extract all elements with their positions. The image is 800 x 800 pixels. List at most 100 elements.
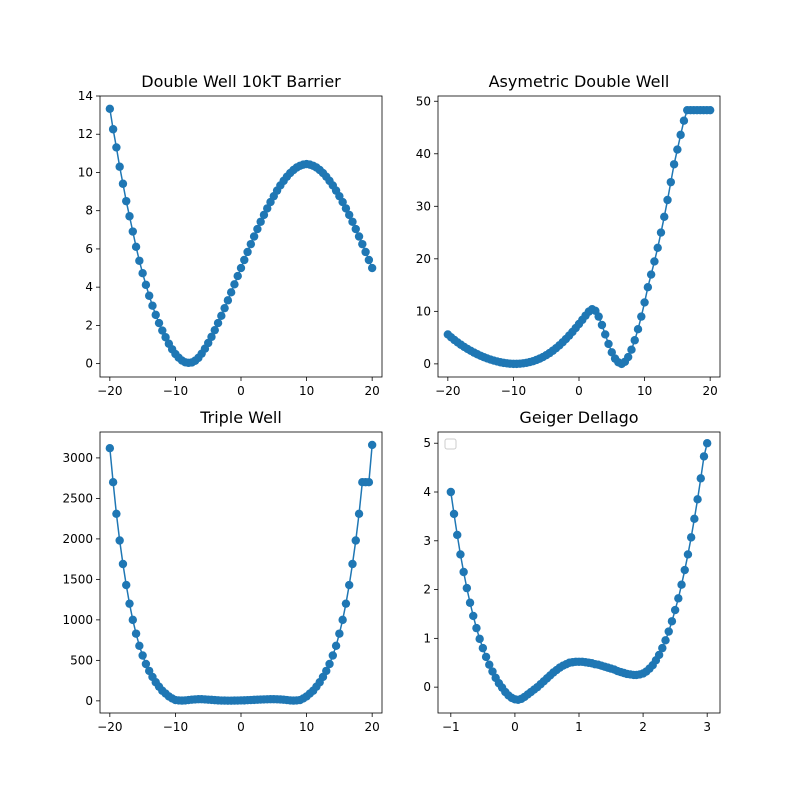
data-point <box>446 487 456 497</box>
data-point <box>223 296 233 305</box>
data-point <box>361 247 370 257</box>
data-point <box>128 227 137 236</box>
data-point <box>481 652 491 662</box>
y-tick-label: 0 <box>85 357 93 371</box>
data-point <box>345 210 354 220</box>
data-point <box>263 204 272 213</box>
y-tick-label: 10 <box>78 165 93 179</box>
series-line <box>109 108 373 364</box>
data-point <box>654 650 664 660</box>
data-point <box>601 330 610 339</box>
data-point <box>144 291 154 300</box>
data-point <box>462 583 472 593</box>
data-point <box>105 444 115 453</box>
data-point <box>674 594 683 603</box>
data-point <box>253 224 262 234</box>
data-point <box>669 160 679 169</box>
axes-frame <box>437 431 721 714</box>
data-point <box>650 257 659 266</box>
data-point <box>677 580 686 589</box>
data-point <box>658 643 667 653</box>
y-tick-label: 10 <box>416 304 431 318</box>
data-point <box>341 599 351 608</box>
y-tick-label: 0 <box>423 680 431 694</box>
x-tick-label: 10 <box>637 384 652 398</box>
data-point <box>351 224 360 234</box>
data-point <box>259 210 269 220</box>
data-point <box>135 641 144 650</box>
y-tick-label: 6 <box>85 242 93 256</box>
y-tick-label: 2 <box>423 583 431 597</box>
axes-frame <box>99 95 383 378</box>
data-point <box>623 352 633 362</box>
data-point <box>141 280 151 290</box>
data-point <box>138 269 147 278</box>
data-point <box>256 217 265 226</box>
data-point <box>354 509 364 518</box>
data-point <box>122 580 131 590</box>
y-tick-label: 3000 <box>62 451 93 465</box>
x-tick-label: 20 <box>703 384 718 398</box>
axes-frame <box>99 431 383 714</box>
subplot-title: Geiger Dellago <box>519 408 638 427</box>
data-point <box>459 567 468 577</box>
data-point <box>633 325 643 334</box>
data-point <box>122 196 131 206</box>
data-point <box>233 271 242 281</box>
axes-frame <box>437 95 721 378</box>
data-point <box>456 550 465 559</box>
data-point <box>472 623 481 633</box>
data-point <box>699 452 709 461</box>
data-point <box>604 339 613 349</box>
data-point <box>354 232 364 241</box>
x-tick-label: 20 <box>365 384 380 398</box>
data-point <box>249 232 259 241</box>
data-point <box>469 611 478 621</box>
data-point <box>213 318 223 328</box>
x-tick-label: 3 <box>703 720 711 734</box>
data-point <box>663 195 672 205</box>
data-point <box>594 312 603 321</box>
data-point <box>696 474 705 483</box>
data-point <box>627 345 636 354</box>
x-tick-label: 10 <box>299 384 314 398</box>
data-point <box>325 659 334 669</box>
data-point <box>478 643 488 653</box>
data-point <box>702 439 712 448</box>
data-point <box>637 312 646 321</box>
data-point <box>207 332 216 342</box>
data-point <box>158 326 167 335</box>
data-point <box>217 311 226 321</box>
data-point <box>348 559 357 569</box>
x-tick-label: 0 <box>237 384 245 398</box>
y-tick-label: 12 <box>78 127 93 141</box>
y-tick-label: 0 <box>85 694 93 708</box>
data-point <box>364 255 374 265</box>
data-point <box>607 348 616 357</box>
y-tick-label: 20 <box>416 252 431 266</box>
data-point <box>364 478 374 487</box>
y-tick-label: 4 <box>423 485 431 499</box>
data-point <box>661 636 670 645</box>
data-point <box>125 212 134 221</box>
x-tick-label: 0 <box>237 720 245 734</box>
data-point <box>705 105 715 115</box>
data-point <box>154 318 164 328</box>
data-point <box>118 559 128 569</box>
x-tick-label: 0 <box>511 720 519 734</box>
data-point <box>345 580 354 590</box>
data-point <box>367 263 377 273</box>
x-tick-label: 1 <box>575 720 583 734</box>
y-tick-label: 2000 <box>62 532 93 546</box>
data-point <box>664 627 673 636</box>
x-tick-label: 0 <box>575 384 583 398</box>
data-point <box>686 533 696 542</box>
y-tick-label: 1000 <box>62 613 93 627</box>
x-tick-label: −1 <box>442 720 460 734</box>
data-point <box>630 336 639 345</box>
data-point <box>112 143 121 152</box>
data-point <box>246 239 256 249</box>
x-tick-label: −20 <box>97 720 122 734</box>
data-point <box>653 243 662 252</box>
